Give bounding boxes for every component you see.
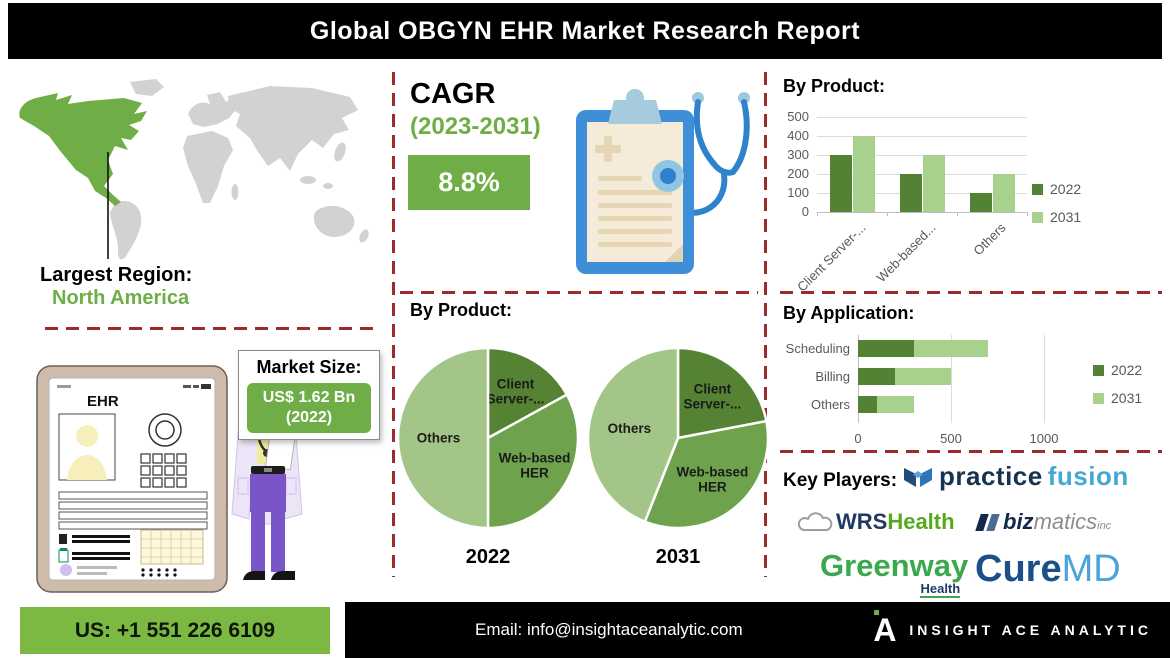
curemd-word1: Cure [975, 548, 1062, 590]
largest-region-label: Largest Region: [40, 264, 193, 286]
footer-email: Email: info@insightaceanalytic.com [475, 620, 743, 639]
bizmatics-word2: matics [1033, 509, 1098, 534]
pie-slice-label: Others [417, 431, 461, 446]
divider-right-2 [780, 450, 1162, 453]
product-bar-plot: 0 100 200 300 400 500 Client Server-... Web-bas… [787, 109, 1028, 294]
chart-table [140, 529, 204, 565]
bar-2022 [900, 174, 922, 212]
logo-curemd: Cure MD [975, 548, 1121, 591]
legend-swatch [1093, 392, 1104, 404]
legend-item: 2022 [1032, 181, 1081, 197]
brand-name: INSIGHT ACE ANALYTIC [909, 622, 1152, 638]
pie-slice-label: Web-based HER [499, 450, 571, 480]
product-bar-heading: By Product: [783, 76, 886, 96]
pie-year-2031: 2031 [655, 546, 701, 568]
ehr-screen-title: EHR [87, 393, 119, 410]
divider-vertical-1 [392, 72, 395, 577]
product-bar-legend: 2022 2031 [1032, 181, 1081, 225]
north-america-region [19, 93, 147, 206]
logo-wrs-health: WRS Health [798, 509, 955, 535]
pie-section-heading: By Product: [410, 300, 513, 320]
cagr-period: (2023-2031) [410, 113, 541, 140]
brand-logo: A INSIGHT ACE ANALYTIC [873, 610, 1152, 650]
pie-slice [676, 346, 768, 440]
bar-2031 [853, 136, 875, 212]
pie-chart-2031: Client Server-... Web-based HER Others [586, 346, 770, 530]
pie-slice-label: Client Server-... [684, 381, 742, 411]
page-title: Global OBGYN EHR Market Research Report [8, 3, 1162, 59]
bar-2031 [876, 396, 914, 413]
pie-slice [486, 392, 580, 530]
pie-slice [586, 346, 680, 524]
market-size-value: US$ 1.62 Bn [262, 389, 356, 406]
logo-practice-fusion: practice fusion [903, 461, 1129, 492]
divider-right-1 [780, 291, 1162, 294]
camera-icon [148, 413, 182, 447]
greenway-word1: Greenway [820, 548, 969, 583]
key-players-heading: Key Players: [783, 470, 898, 491]
application-heading: By Application: [783, 303, 915, 323]
bizmatics-word1: biz [1003, 509, 1034, 534]
bar-2022 [858, 368, 896, 385]
bizmatics-word3: inc [1097, 520, 1112, 532]
keypad-grid [140, 453, 187, 488]
logo-bizmatics: biz matics inc [975, 509, 1112, 535]
pie-slice-label: Web-based HER [677, 465, 749, 495]
world-continents [110, 79, 369, 260]
bar-2031 [895, 368, 951, 385]
bar-2022 [830, 155, 852, 212]
practice-fusion-word2: fusion [1047, 461, 1129, 491]
legend-item: 2031 [1093, 390, 1142, 406]
bar-2031 [923, 155, 945, 212]
doctor-ehr-illustration: EHR [36, 365, 303, 593]
pie-chart-2022: Client Server-... Web-based HER Others [396, 346, 580, 530]
pie-year-2022: 2022 [465, 546, 511, 568]
market-size-value-box: US$ 1.62 Bn (2022) [247, 383, 371, 433]
wrs-word1: WRS [836, 509, 888, 534]
divider-middle [400, 291, 758, 294]
largest-region-value: North America [52, 287, 190, 309]
wrs-cloud-icon [798, 512, 833, 532]
logo-greenway: Greenway Health [820, 548, 969, 598]
bar-2031 [993, 174, 1015, 212]
pie-slice-label: Client Server-... [487, 377, 545, 407]
bar-2031 [913, 340, 989, 357]
pie-slice-label: Others [608, 421, 652, 436]
market-size-card: Market Size: US$ 1.62 Bn (2022) [238, 350, 380, 440]
pie-slice [486, 346, 569, 441]
dots-grid [141, 568, 177, 577]
divider-vertical-2 [764, 72, 767, 577]
greenway-word2: Health [920, 581, 961, 598]
bar-2022 [858, 340, 914, 357]
application-plot: 0 500 1000 Scheduling Billing Others [786, 335, 1098, 446]
record-stripes [58, 491, 208, 530]
pie-slice [643, 419, 770, 530]
bar-2022 [858, 396, 877, 413]
footer-phone: US: +1 551 226 6109 [74, 618, 276, 642]
application-legend: 2022 2031 [1093, 362, 1142, 406]
curemd-word2: MD [1061, 548, 1121, 590]
divider-left [45, 327, 380, 330]
wrs-word2: Health [887, 509, 955, 534]
market-size-label: Market Size: [256, 357, 362, 377]
pie-slice [396, 346, 490, 530]
market-size-year: (2022) [285, 409, 333, 426]
practice-fusion-word1: practice [939, 461, 1043, 491]
insight-ace-icon: A [873, 610, 897, 648]
legend-item: 2022 [1093, 362, 1142, 378]
footer-phone-box: US: +1 551 226 6109 [20, 607, 330, 654]
practice-fusion-icon [904, 467, 932, 487]
clipboard-stethoscope-icon [576, 89, 750, 274]
legend-item: 2031 [1032, 209, 1081, 225]
legend-swatch [1032, 211, 1043, 223]
footer-bar: Email: info@insightaceanalytic.com A INS… [345, 602, 1170, 658]
legend-swatch [1093, 364, 1104, 376]
legend-swatch [1032, 183, 1043, 195]
cagr-heading: CAGR [410, 78, 496, 110]
bar-2022 [970, 193, 992, 212]
world-map [19, 79, 369, 260]
cagr-value-box: 8.8% [408, 155, 530, 210]
